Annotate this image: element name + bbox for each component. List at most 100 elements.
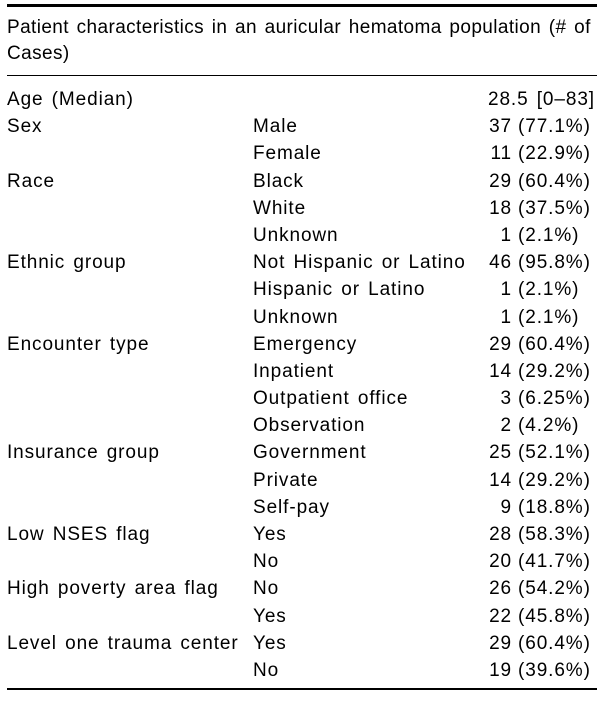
- characteristic-cell: Encounter type: [7, 333, 150, 355]
- count-value: 26: [489, 578, 512, 600]
- characteristic-cell: [7, 140, 253, 167]
- characteristic-cell: Ethnic group: [7, 252, 127, 274]
- table-row: Observation 2 (4.2%): [7, 412, 597, 439]
- characteristic-cell: [7, 276, 253, 303]
- category-cell: White: [253, 197, 307, 219]
- table-row: Level one trauma center Yes 29 (60.4%): [7, 630, 597, 657]
- count-value: 20: [489, 551, 512, 573]
- category-cell: Hispanic or Latino: [253, 279, 426, 301]
- percent-value: (45.8%): [518, 605, 591, 627]
- category-cell: Black: [253, 170, 304, 192]
- count-value: 18: [489, 197, 512, 219]
- table-row: Low NSES flag Yes 28 (58.3%): [7, 521, 597, 548]
- percent-value: (18.8%): [518, 496, 591, 518]
- percent-value: (39.6%): [518, 659, 591, 681]
- table-row: Insurance group Government 25 (52.1%): [7, 439, 597, 466]
- value-cell: 9 (18.8%): [488, 494, 597, 521]
- table-row: High poverty area flag No 26 (54.2%): [7, 575, 597, 602]
- value-cell: 11 (22.9%): [488, 140, 597, 167]
- value-cell: 14 (29.2%): [488, 358, 597, 385]
- percent-value: (54.2%): [518, 578, 591, 600]
- table-row: Unknown 1 (2.1%): [7, 222, 597, 249]
- characteristic-cell: [7, 358, 253, 385]
- value-cell: 2 (4.2%): [488, 412, 597, 439]
- value-cell: 29 (60.4%): [488, 168, 597, 195]
- count-value: 1: [500, 306, 512, 328]
- table-body: Age (Median) 28.5 [0–83] Sex Male 37 (77.…: [7, 86, 597, 684]
- value-cell: 18 (37.5%): [488, 195, 597, 222]
- value-cell: 46 (95.8%): [488, 249, 597, 276]
- characteristic-cell: [7, 603, 253, 630]
- percent-value: (95.8%): [518, 252, 591, 274]
- value-cell: 29 (60.4%): [488, 630, 597, 657]
- percent-value: (60.4%): [518, 333, 591, 355]
- percent-value: (2.1%): [518, 224, 580, 246]
- characteristic-cell: [7, 195, 253, 222]
- count-value: 28: [489, 524, 512, 545]
- characteristic-cell: [7, 412, 253, 439]
- count-value: 2: [500, 415, 512, 437]
- category-cell: [253, 86, 488, 113]
- characteristic-cell: Race: [7, 170, 55, 192]
- characteristic-cell: [7, 304, 253, 331]
- category-cell: Unknown: [253, 224, 339, 246]
- value-cell: 14 (29.2%): [488, 467, 597, 494]
- table-row: Unknown 1 (2.1%): [7, 304, 597, 331]
- percent-value: (29.2%): [518, 469, 591, 491]
- count-value: 9: [500, 496, 512, 518]
- table-bottom-rule: [7, 688, 597, 691]
- characteristic-cell: [7, 222, 253, 249]
- table-row: Race Black 29 (60.4%): [7, 168, 597, 195]
- count-value: 37: [489, 116, 512, 138]
- category-cell: Self-pay: [253, 496, 330, 518]
- count-value: 29: [489, 333, 512, 355]
- category-cell: Observation: [253, 415, 366, 437]
- count-value: 3: [500, 388, 512, 410]
- count-value: 1: [500, 224, 512, 246]
- category-cell: Emergency: [253, 333, 358, 355]
- percent-value: (41.7%): [518, 551, 591, 573]
- table-row: Ethnic group Not Hispanic or Latino 46 (9…: [7, 249, 597, 276]
- table-row: Yes 22 (45.8%): [7, 603, 597, 630]
- characteristic-cell: Insurance group: [7, 442, 160, 464]
- count-value: 11: [490, 143, 512, 165]
- characteristic-cell: Level one trauma center: [7, 632, 239, 654]
- category-cell: Yes: [253, 605, 287, 627]
- count-value: 29: [489, 170, 512, 192]
- table-row: White 18 (37.5%): [7, 195, 597, 222]
- percent-value: (58.3%): [518, 524, 591, 545]
- table-row: Private 14 (29.2%): [7, 467, 597, 494]
- value-cell: 1 (2.1%): [488, 304, 597, 331]
- category-cell: No: [253, 578, 280, 600]
- percent-value: (29.2%): [518, 360, 591, 382]
- value-cell: 25 (52.1%): [488, 439, 597, 466]
- characteristic-cell: Sex: [7, 116, 43, 138]
- table-top-rule: [7, 4, 597, 7]
- value-cell: 3 (6.25%): [488, 385, 597, 412]
- characteristic-cell: [7, 385, 253, 412]
- characteristic-cell: [7, 467, 253, 494]
- table-row: Inpatient 14 (29.2%): [7, 358, 597, 385]
- percent-value: (6.25%): [518, 388, 591, 410]
- category-cell: Private: [253, 469, 319, 491]
- category-cell: Yes: [253, 632, 287, 654]
- characteristic-cell: High poverty area flag: [7, 578, 219, 600]
- table-row: Female 11 (22.9%): [7, 140, 597, 167]
- characteristic-cell: [7, 657, 253, 684]
- count-value: 14: [489, 360, 512, 382]
- table-row: Self-pay 9 (18.8%): [7, 494, 597, 521]
- percent-value: (2.1%): [518, 306, 580, 328]
- count-value: 29: [489, 632, 512, 654]
- value-cell: 28 (58.3%): [488, 521, 597, 548]
- value-cell: 19 (39.6%): [488, 657, 597, 684]
- table-row: Age (Median) 28.5 [0–83]: [7, 86, 597, 113]
- percent-value: (77.1%): [518, 116, 591, 138]
- table-row: Sex Male 37 (77.1%): [7, 113, 597, 140]
- percent-value: (2.1%): [518, 279, 580, 301]
- table-title-line-2: Cases): [7, 42, 70, 64]
- count-value: 19: [489, 659, 512, 681]
- table-row: No 19 (39.6%): [7, 657, 597, 684]
- table-row: Encounter type Emergency 29 (60.4%): [7, 331, 597, 358]
- category-cell: Yes: [253, 524, 287, 545]
